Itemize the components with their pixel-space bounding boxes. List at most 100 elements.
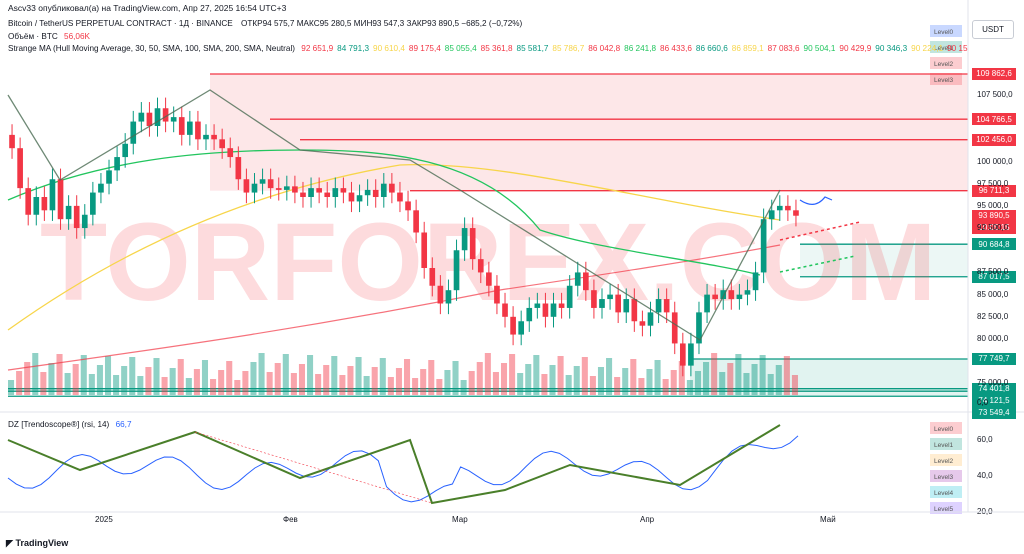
- candle-body: [65, 205, 72, 220]
- candle-body: [461, 228, 468, 251]
- price-label: 93 890,5: [972, 209, 1016, 222]
- candle-body: [704, 294, 710, 313]
- candle-body: [138, 112, 145, 122]
- volume-bar: [355, 357, 362, 395]
- tradingview-logo: ◤ TradingView: [6, 538, 68, 549]
- ma-value: 85 786,7: [552, 44, 585, 53]
- ma-legend[interactable]: Strange MA (Hull Moving Average, 30, 50,…: [8, 44, 968, 53]
- volume-bar: [533, 355, 540, 395]
- volume-bar: [589, 376, 596, 395]
- candle-body: [122, 143, 129, 158]
- candle-body: [130, 121, 137, 144]
- osc-value: 66,7: [115, 420, 132, 429]
- candle-body: [631, 299, 638, 322]
- volume-bar: [218, 370, 225, 395]
- candle-body: [768, 210, 775, 220]
- footer-text: TradingView: [15, 538, 69, 548]
- ma-value: 90 429,9: [839, 44, 872, 53]
- volume-bar: [775, 365, 782, 395]
- candle-body: [332, 188, 339, 197]
- candle-body: [90, 192, 96, 215]
- candle-body: [372, 189, 379, 197]
- candle-body: [380, 183, 387, 197]
- ma-value: 92 651,9: [301, 44, 334, 53]
- ma-value: 86 042,8: [588, 44, 621, 53]
- volume-bar: [525, 364, 532, 395]
- osc-tick: 60,0: [977, 435, 993, 444]
- volume-legend[interactable]: Объём · BTC 56,06K: [8, 32, 90, 41]
- level-legend-box: [930, 41, 962, 53]
- volume-bar: [484, 353, 491, 395]
- currency-button[interactable]: USDT: [972, 20, 1014, 39]
- volume-bar: [630, 359, 637, 395]
- ma-green-line: [7, 149, 761, 276]
- candle-body: [744, 290, 751, 295]
- volume-bar: [234, 380, 241, 395]
- candle-body: [187, 121, 193, 135]
- symbol-name[interactable]: Bitcoin / TetherUS PERPETUAL CONTRACT · …: [8, 19, 233, 28]
- volume-bar: [404, 359, 411, 395]
- price-label: 109 862,6: [972, 67, 1016, 80]
- volume-bar: [759, 355, 766, 395]
- candle-body: [494, 285, 500, 304]
- volume-bar: [711, 353, 718, 395]
- osc-legend[interactable]: DZ [Trendoscope®] (rsi, 14) 66,7: [8, 420, 132, 429]
- volume-bar: [565, 375, 572, 395]
- candle-body: [33, 197, 40, 215]
- volume-bar: [363, 376, 370, 395]
- x-tick: 2025: [95, 515, 113, 524]
- candle-body: [283, 186, 290, 190]
- price-axis-tick: 107 500,0: [977, 89, 1013, 99]
- volume-bar: [395, 368, 402, 395]
- volume-bar: [751, 364, 758, 395]
- volume-bar: [347, 366, 354, 395]
- level-legend-text: Level0: [934, 29, 954, 36]
- volume-bar: [80, 355, 87, 395]
- price-axis-tick: 80 000,0: [977, 334, 1009, 343]
- ma-value: 90 15: [947, 44, 968, 53]
- candle-body: [25, 188, 32, 215]
- price-axis-tick: 82 500,0: [977, 311, 1009, 321]
- level-legend-text: Level2: [934, 61, 954, 68]
- volume-bar: [32, 353, 39, 395]
- volume-bar: [226, 361, 233, 395]
- ma-value: 85 055,4: [444, 44, 477, 53]
- volume-bar: [242, 371, 249, 395]
- volume-bar: [250, 362, 257, 395]
- ma-red-projection: [779, 221, 861, 241]
- forecast-arrow: [799, 196, 833, 205]
- volume-bar: [137, 376, 144, 395]
- osc-legend-text: Level0: [934, 426, 954, 433]
- zigzag-line: [7, 89, 781, 341]
- candle-body: [453, 250, 460, 291]
- volume-bar: [573, 366, 580, 395]
- volume-bar: [129, 357, 136, 395]
- price-label: 10:05:15: [972, 221, 1016, 234]
- publish-info: Ascv33 опубликовал(а) на TradingView.com…: [8, 3, 287, 13]
- candle-body: [574, 272, 581, 286]
- candle-body: [114, 157, 120, 171]
- candle-body: [17, 148, 23, 189]
- volume-bar: [412, 378, 419, 395]
- volume-bar: [258, 353, 265, 395]
- volume-label: Объём · BTC: [8, 32, 58, 41]
- volume-bar: [492, 372, 499, 395]
- osc-legend-box: [930, 470, 962, 482]
- candle-body: [445, 290, 452, 304]
- ma-value: 85 581,7: [516, 44, 549, 53]
- volume-bar: [201, 360, 209, 395]
- ma-value: 90 504,1: [803, 44, 836, 53]
- ohlc-values: ОТКР94 575,7 МАКС95 280,5 МИН93 547,3 ЗА…: [240, 19, 523, 28]
- candle-body: [486, 272, 492, 286]
- volume-bar: [791, 375, 798, 395]
- volume-bar: [727, 363, 734, 395]
- ma-values: 92 651,9 84 791,3 90 610,4 89 175,4 85 055,4…: [297, 44, 967, 53]
- volume-bar: [16, 371, 23, 395]
- osc-divergence: [194, 431, 433, 504]
- price-label: 77 749,7: [972, 352, 1016, 365]
- volume-bar: [339, 375, 346, 395]
- osc-legend-box: [930, 438, 962, 450]
- ma-value: 85 361,8: [480, 44, 513, 53]
- volume-bar: [541, 374, 548, 395]
- volume-bar: [153, 358, 160, 395]
